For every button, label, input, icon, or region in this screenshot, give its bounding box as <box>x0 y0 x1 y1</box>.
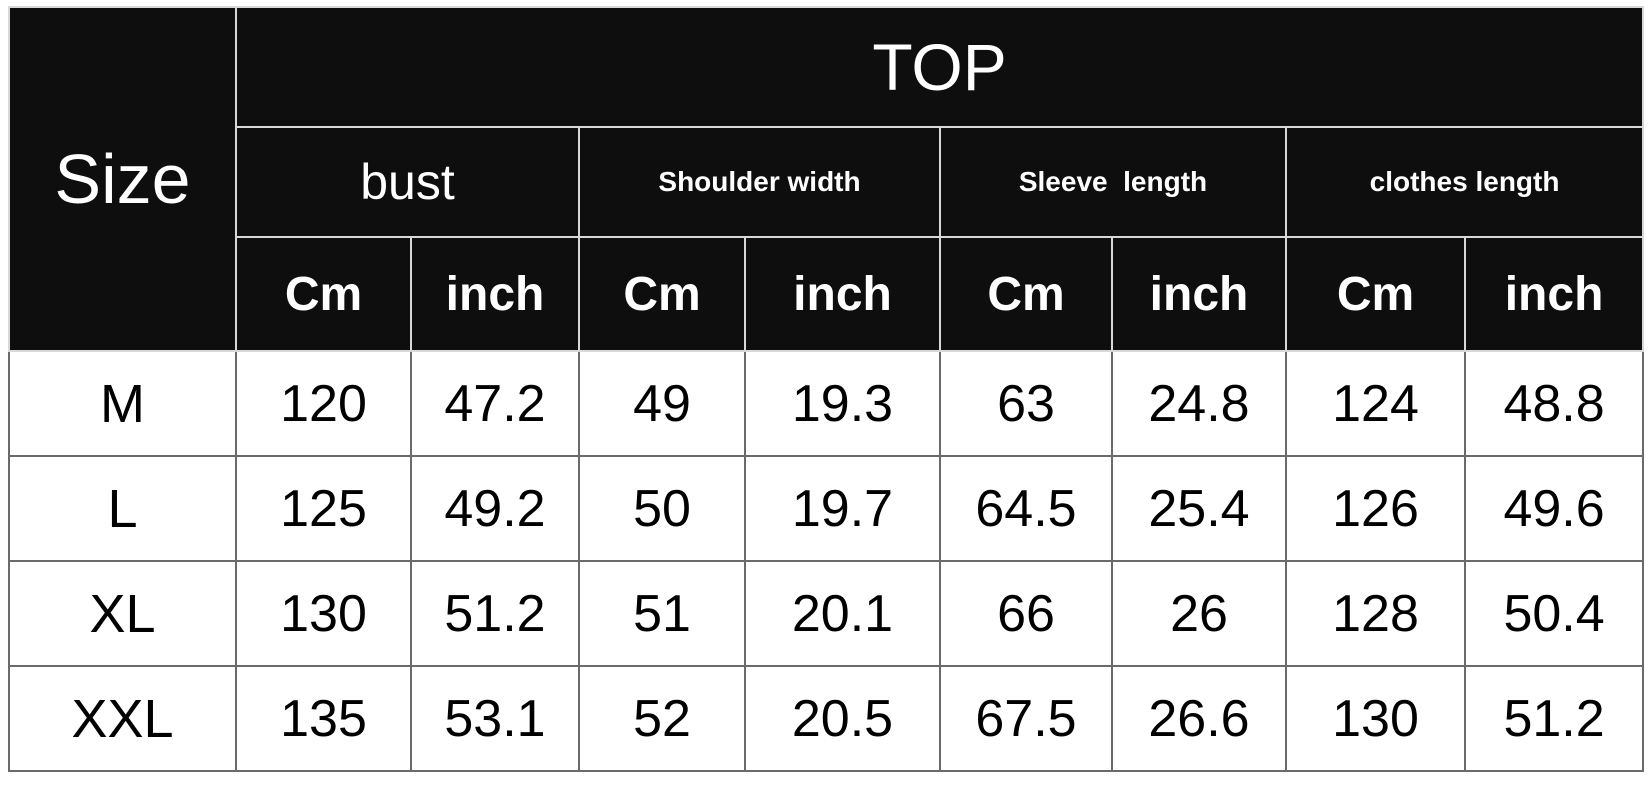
unit-header-inch: inch <box>1111 236 1287 352</box>
unit-header-inch: inch <box>1463 236 1645 352</box>
table-cell: 49 <box>578 350 746 457</box>
size-label: XL <box>8 560 237 667</box>
table-cell: 20.5 <box>744 665 941 772</box>
table-cell: 130 <box>235 560 412 667</box>
unit-header-cm: Cm <box>939 236 1113 352</box>
table-cell: 126 <box>1285 455 1466 562</box>
size-label: L <box>8 455 237 562</box>
table-cell: 25.4 <box>1111 455 1287 562</box>
group-header-bust: bust <box>235 126 580 238</box>
table-cell: 26.6 <box>1111 665 1287 772</box>
size-label: M <box>8 350 237 457</box>
table-cell: 50.4 <box>1463 560 1645 667</box>
table-cell: 24.8 <box>1111 350 1287 457</box>
unit-header-inch: inch <box>410 236 580 352</box>
table-row: XXL 135 53.1 52 20.5 67.5 26.6 130 51.2 <box>8 665 1645 772</box>
unit-header-cm: Cm <box>235 236 412 352</box>
section-header-top: TOP <box>234 6 1645 128</box>
table-cell: 19.3 <box>744 350 941 457</box>
unit-header-cm: Cm <box>1285 236 1466 352</box>
table-cell: 26 <box>1111 560 1287 667</box>
table-cell: 124 <box>1285 350 1466 457</box>
table-row: M 120 47.2 49 19.3 63 24.8 124 48.8 <box>8 350 1645 457</box>
table-cell: 66 <box>939 560 1113 667</box>
group-header-shoulder-width: Shoulder width <box>578 126 941 238</box>
table-cell: 48.8 <box>1463 350 1645 457</box>
table-cell: 19.7 <box>744 455 941 562</box>
table-cell: 53.1 <box>410 665 580 772</box>
table-cell: 47.2 <box>410 350 580 457</box>
table-cell: 20.1 <box>744 560 941 667</box>
size-header: Size <box>8 6 237 352</box>
table-cell: 49.2 <box>410 455 580 562</box>
size-label: XXL <box>8 665 237 772</box>
table-cell: 51 <box>578 560 746 667</box>
unit-header-cm: Cm <box>578 236 746 352</box>
table-cell: 128 <box>1285 560 1466 667</box>
table-cell: 130 <box>1285 665 1466 772</box>
group-header-clothes-length: clothes length <box>1284 126 1645 238</box>
table-row: L 125 49.2 50 19.7 64.5 25.4 126 49.6 <box>8 455 1645 562</box>
table-cell: 120 <box>235 350 412 457</box>
table-cell: 135 <box>235 665 412 772</box>
table-cell: 50 <box>578 455 746 562</box>
table-cell: 51.2 <box>1463 665 1645 772</box>
table-cell: 125 <box>235 455 412 562</box>
group-header-sleeve-length: Sleeve length <box>939 126 1287 238</box>
table-cell: 63 <box>939 350 1113 457</box>
table-cell: 67.5 <box>939 665 1113 772</box>
table-cell: 52 <box>578 665 746 772</box>
table-cell: 51.2 <box>410 560 580 667</box>
table-row: XL 130 51.2 51 20.1 66 26 128 50.4 <box>8 560 1645 667</box>
table-cell: 49.6 <box>1463 455 1645 562</box>
table-cell: 64.5 <box>939 455 1113 562</box>
size-chart-table: Size TOP bust Shoulder width Sleeve leng… <box>8 6 1645 772</box>
unit-header-inch: inch <box>744 236 941 352</box>
